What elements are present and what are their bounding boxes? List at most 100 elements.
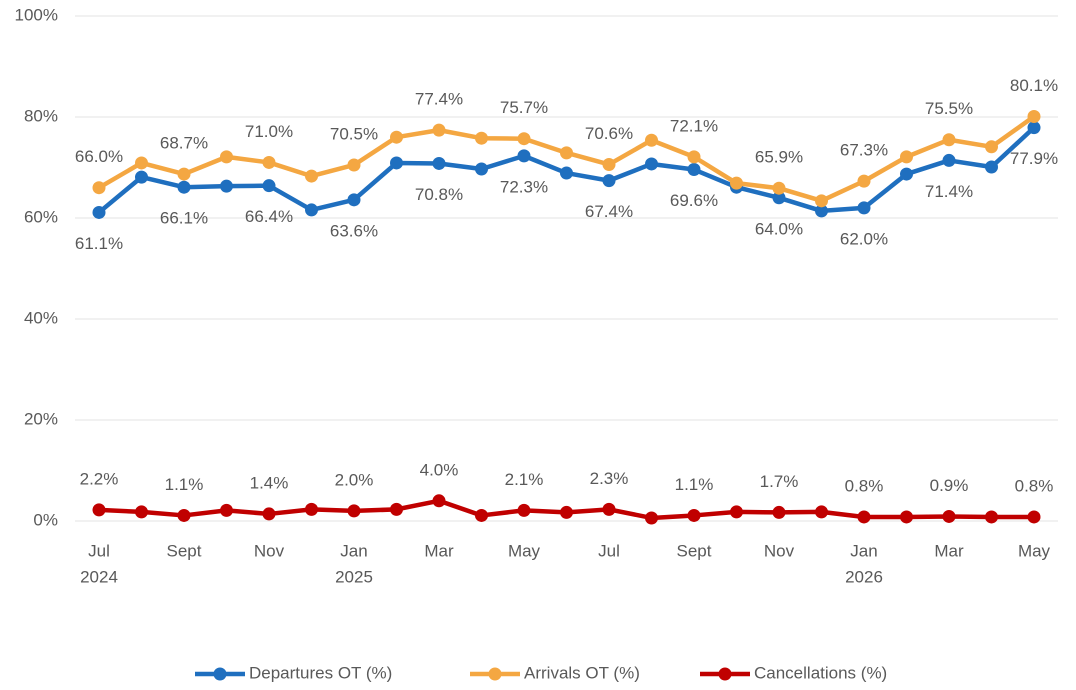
x-tick-label: Jul [88,541,110,560]
point [347,504,361,518]
point [985,140,998,154]
point [645,133,658,147]
legend-marker [488,667,502,681]
data-label: 62.0% [840,229,888,248]
point [1027,121,1041,135]
data-label: 1.7% [760,472,799,491]
data-label: 2.2% [80,469,119,488]
point [1027,510,1041,524]
point [985,510,998,524]
legend-label: Departures OT (%) [249,663,392,682]
point [772,505,786,519]
point [432,494,446,508]
point [517,503,531,517]
point [177,180,191,194]
point [942,133,956,147]
data-label: 69.6% [670,191,718,210]
data-label: 66.1% [160,209,208,228]
data-label: 4.0% [420,460,459,479]
point [135,170,148,184]
point [220,503,233,517]
x-tick-label: May [508,541,541,560]
point [772,181,786,195]
legend-label: Cancellations (%) [754,663,887,682]
data-label: 70.6% [585,124,633,143]
data-label: 1.1% [165,475,204,494]
data-label: 1.4% [250,473,289,492]
point [900,150,913,164]
point [560,505,573,519]
data-label: 72.3% [500,177,548,196]
point [432,123,446,137]
point [517,132,531,146]
data-label: 65.9% [755,148,803,167]
y-tick-label: 0% [33,510,58,529]
data-label: 1.1% [675,475,714,494]
point [560,166,573,180]
point [220,179,233,193]
x-tick-label: Nov [764,541,795,560]
x-tick-label: Jan [850,541,877,560]
point [262,507,276,521]
point [730,176,743,190]
point [772,191,786,205]
point [305,169,318,183]
data-label: 0.8% [1015,476,1054,495]
x-tick-year: 2024 [80,567,118,586]
data-label: 71.4% [925,182,973,201]
point [942,153,956,167]
x-tick-label: Sept [677,541,712,560]
point [645,511,658,525]
point [687,508,701,522]
point [305,203,318,217]
legend-marker [718,667,732,681]
data-label: 2.1% [505,470,544,489]
point [687,150,701,164]
data-label: 75.7% [500,98,548,117]
point [857,201,871,215]
y-tick-label: 20% [24,409,58,428]
point [177,508,191,522]
data-label: 67.4% [585,202,633,221]
data-label: 75.5% [925,99,973,118]
data-label: 2.3% [590,469,629,488]
x-tick-label: Jan [340,541,367,560]
point [815,505,828,519]
point [602,174,616,188]
x-tick-label: Nov [254,541,285,560]
point [92,205,106,219]
y-tick-label: 40% [24,308,58,327]
point [305,502,318,516]
y-tick-label: 80% [24,106,58,125]
point [602,157,616,171]
data-label: 67.3% [840,141,888,160]
point [475,131,488,145]
data-label: 68.7% [160,134,208,153]
data-label: 77.9% [1010,149,1058,168]
point [475,508,488,522]
point [177,167,191,181]
y-tick-label: 100% [15,5,58,24]
point [135,156,148,170]
point [390,502,403,516]
x-tick-label: May [1018,541,1051,560]
data-label: 72.1% [670,116,718,135]
point [135,505,148,519]
point [815,204,828,218]
point [262,155,276,169]
point [92,181,106,195]
point [687,163,701,177]
point [985,160,998,174]
data-label: 66.4% [245,207,293,226]
data-label: 61.1% [75,234,123,253]
data-label: 0.8% [845,476,884,495]
data-label: 2.0% [335,470,374,489]
x-tick-year: 2025 [335,567,373,586]
point [942,509,956,523]
x-tick-label: Mar [424,541,454,560]
data-label: 0.9% [930,476,969,495]
data-label: 70.8% [415,185,463,204]
legend-label: Arrivals OT (%) [524,663,640,682]
data-label: 77.4% [415,90,463,109]
point [900,167,913,181]
